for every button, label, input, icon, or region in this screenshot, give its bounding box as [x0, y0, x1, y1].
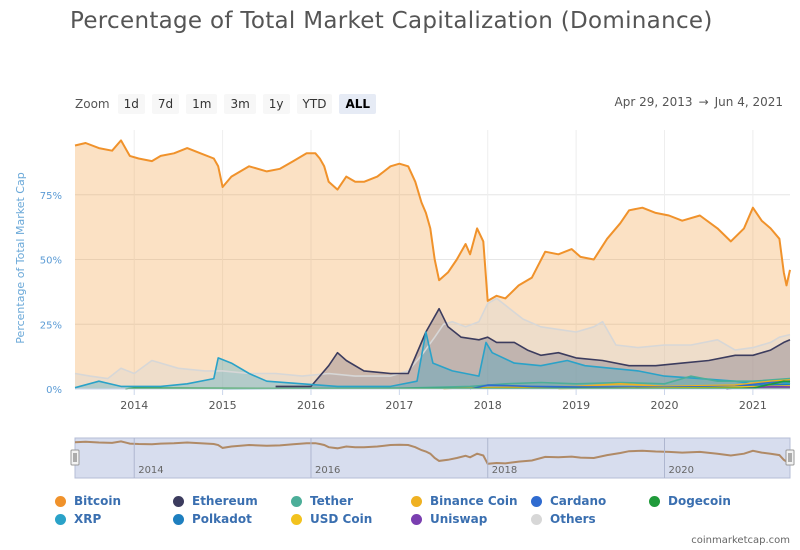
series-area-others	[75, 298, 790, 389]
series-line-bitcoin	[74, 139, 791, 302]
y-axis-label: Percentage of Total Market Cap	[14, 172, 27, 343]
legend-label: Polkadot	[192, 512, 252, 526]
legend-dot-icon	[411, 513, 422, 525]
series-line-ethereum	[275, 307, 791, 388]
legend-dot-icon	[531, 495, 542, 507]
legend-item-tether[interactable]: Tether	[291, 494, 353, 508]
y-tick-label: 25%	[40, 320, 62, 331]
x-tick-label: 2021	[739, 399, 767, 412]
navigator-tick-label: 2020	[668, 465, 693, 476]
navigator[interactable]: 2014 2016 2018 2020	[70, 437, 795, 479]
legend-label: XRP	[74, 512, 102, 526]
chart-title: Percentage of Total Market Capitalizatio…	[70, 8, 713, 34]
x-tick-label: 2020	[650, 399, 678, 412]
series-line-tether	[222, 375, 791, 390]
x-tick-label: 2017	[385, 399, 413, 412]
y-tick-label: 75%	[40, 191, 62, 202]
zoom-3m-button[interactable]: 3m	[224, 94, 256, 114]
date-range: Apr 29, 2013 → Jun 4, 2021	[615, 95, 783, 109]
legend-item-dogecoin[interactable]: Dogecoin	[649, 494, 731, 508]
grid-lines	[75, 130, 790, 390]
navigator-line	[74, 440, 791, 465]
navigator-tick-label: 2016	[315, 465, 340, 476]
zoom-7d-button[interactable]: 7d	[151, 94, 180, 114]
legend-label: USD Coin	[310, 512, 373, 526]
axes: 0% 25% 50% 75% 2014 2015 2016 2017 2018 2019 2020 2…	[40, 191, 790, 412]
x-tick-label: 2016	[297, 399, 325, 412]
x-tick-label: 2018	[474, 399, 502, 412]
y-tick-label: 0%	[46, 385, 62, 396]
legend-item-bitcoin[interactable]: Bitcoin	[55, 494, 121, 508]
navigator-tick-label: 2018	[492, 465, 517, 476]
legend-item-xrp[interactable]: XRP	[55, 512, 101, 526]
navigator-left-handle[interactable]	[70, 449, 80, 466]
legend-item-usd-coin[interactable]: USD Coin	[291, 512, 372, 526]
credit-text: coinmarketcap.com	[691, 535, 790, 546]
legend-item-polkadot[interactable]: Polkadot	[173, 512, 252, 526]
legend-item-cardano[interactable]: Cardano	[531, 494, 606, 508]
navigator-right-handle[interactable]	[785, 449, 795, 466]
zoom-1d-button[interactable]: 1d	[117, 94, 145, 114]
legend-label: Tether	[310, 494, 354, 508]
zoom-all-button[interactable]: ALL	[339, 94, 377, 114]
series-line-others	[74, 297, 791, 380]
y-tick-label: 50%	[40, 256, 62, 267]
zoom-1y-button[interactable]: 1y	[262, 94, 290, 114]
legend-dot-icon	[173, 513, 184, 525]
navigator-tick-label: 2014	[138, 465, 163, 476]
series-line-binance-coin	[443, 379, 791, 390]
legend-label: Others	[550, 512, 596, 526]
series-lines	[74, 139, 791, 390]
legend-dot-icon	[531, 513, 542, 525]
legend-dot-icon	[173, 495, 184, 507]
series-area-xrp	[75, 332, 790, 389]
legend-dot-icon	[55, 495, 66, 507]
zoom-label: Zoom	[75, 97, 110, 111]
date-range-separator: →	[698, 95, 709, 109]
legend-label: Uniswap	[430, 512, 488, 526]
legend-item-binance-coin[interactable]: Binance Coin	[411, 494, 518, 508]
date-from-input[interactable]: Apr 29, 2013	[614, 95, 693, 109]
x-tick-label: 2014	[120, 399, 148, 412]
series-area-bitcoin	[75, 140, 790, 389]
series-line-xrp	[74, 331, 791, 389]
legend-label: Dogecoin	[668, 494, 731, 508]
legend-dot-icon	[291, 513, 302, 525]
legend-item-others[interactable]: Others	[531, 512, 596, 526]
legend-dot-icon	[291, 495, 302, 507]
date-to-input[interactable]: Jun 4, 2021	[714, 95, 783, 109]
x-tick-label: 2015	[209, 399, 237, 412]
series-line-cardano	[469, 380, 791, 390]
legend-dot-icon	[411, 495, 422, 507]
legend-label: Ethereum	[192, 494, 258, 508]
legend-label: Cardano	[550, 494, 607, 508]
legend-item-ethereum[interactable]: Ethereum	[173, 494, 258, 508]
legend-dot-icon	[649, 495, 660, 507]
zoom-bar: Zoom 1d 7d 1m 3m 1y YTD ALL	[75, 93, 383, 115]
legend-item-uniswap[interactable]: Uniswap	[411, 512, 487, 526]
legend-dot-icon	[55, 513, 66, 525]
x-tick-label: 2019	[562, 399, 590, 412]
series-area-ethereum	[275, 308, 791, 389]
legend-label: Binance Coin	[430, 494, 518, 508]
zoom-ytd-button[interactable]: YTD	[296, 94, 333, 114]
legend-label: Bitcoin	[74, 494, 122, 508]
zoom-1m-button[interactable]: 1m	[186, 94, 218, 114]
